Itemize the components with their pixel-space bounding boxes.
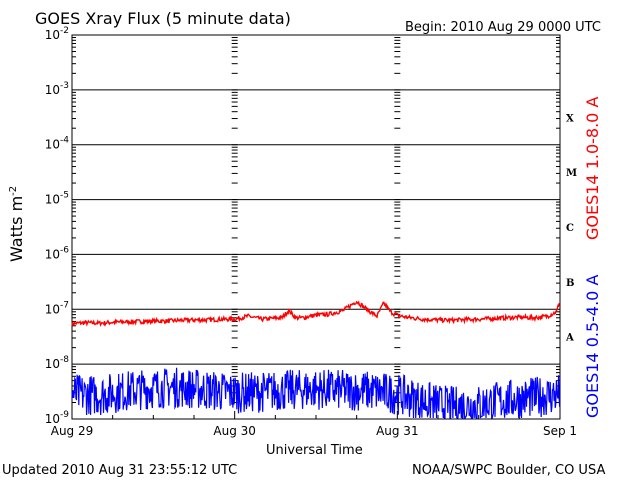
x-tick-label: Aug 29 — [51, 424, 94, 438]
y-tick-label: 10-2 — [45, 26, 69, 42]
flare-class-label: B — [566, 278, 574, 289]
y-tick-label: 10-7 — [45, 300, 69, 316]
legend-short-channel: GOES14 0.5-4.0 A — [583, 275, 602, 418]
chart-title: GOES Xray Flux (5 minute data) — [35, 9, 291, 28]
y-axis-label: Watts m-2 — [7, 186, 26, 262]
flare-class-label: C — [566, 223, 574, 234]
x-tick-label: Aug 30 — [213, 424, 256, 438]
y-tick-label: 10-4 — [45, 136, 70, 152]
x-tick-label: Sep 1 — [543, 424, 577, 438]
flare-class-label: M — [566, 168, 577, 179]
x-tick-label: Aug 31 — [376, 424, 419, 438]
y-tick-label: 10-6 — [45, 245, 70, 261]
begin-timestamp: Begin: 2010 Aug 29 0000 UTC — [405, 20, 601, 35]
y-tick-label: 10-8 — [45, 355, 70, 371]
x-axis-label: Universal Time — [266, 443, 363, 458]
credit-label: NOAA/SWPC Boulder, CO USA — [412, 463, 605, 478]
legend-long-channel: GOES14 1.0-8.0 A — [583, 97, 602, 240]
plot-frame — [71, 34, 561, 420]
y-tick-label: 10-5 — [45, 191, 69, 207]
plot-area: Aug 29 Aug 30 Aug 31 Sep 1 10-2 10-3 10-4 10-5 1… — [45, 26, 577, 438]
series-line-short-channel — [71, 367, 561, 419]
y-tick-label: 10-9 — [45, 410, 70, 426]
updated-timestamp: Updated 2010 Aug 31 23:55:12 UTC — [2, 463, 237, 478]
flare-class-label: X — [566, 113, 574, 124]
series-line-long-channel — [71, 300, 560, 327]
y-tick-label: 10-3 — [45, 81, 69, 97]
flare-class-label: A — [565, 333, 574, 344]
